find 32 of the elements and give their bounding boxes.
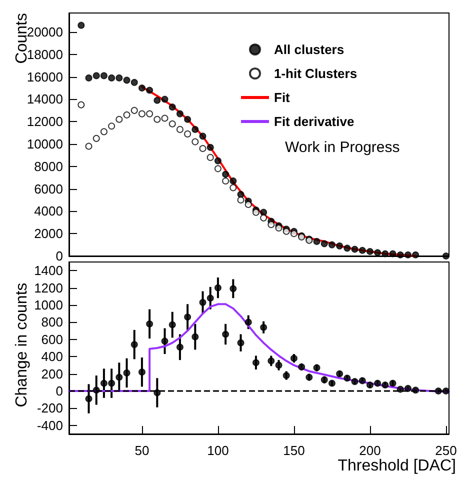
y-tick-label: 1400: [34, 263, 63, 278]
y-tick-label: 800: [41, 314, 63, 330]
x-tick-label: 100: [207, 443, 229, 458]
x-tick-label: 150: [283, 443, 305, 458]
legend-label: All clusters: [274, 42, 344, 57]
y-tick-label: 600: [41, 332, 63, 347]
y-tick-label: 200: [41, 366, 63, 382]
annotation: Work in Progress: [285, 139, 400, 156]
y-tick-label: 12000: [26, 114, 63, 130]
y-tick-label: 0: [56, 384, 63, 398]
y-tick-label: -200: [36, 400, 63, 416]
y-tick-label: 10000: [26, 136, 63, 152]
y-tick-label: 16000: [26, 69, 63, 84]
y-tick-label: 400: [41, 349, 63, 364]
y-tick-label: 6000: [34, 181, 63, 196]
y-tick-label: 4000: [34, 204, 63, 219]
y-tick-label: -400: [36, 418, 63, 433]
y-tick-label: 1000: [34, 298, 63, 312]
y-axis-title: Change in counts: [14, 282, 30, 408]
y-tick-label: 8000: [34, 158, 63, 174]
legend-label: 1-hit Clusters: [274, 66, 358, 81]
legend-label: Fit: [274, 90, 291, 105]
y-tick-label: 2000: [34, 226, 63, 242]
x-tick-label: 50: [134, 443, 150, 458]
x-tick-label: 200: [359, 443, 381, 458]
y-tick-label: 1200: [34, 280, 63, 296]
y-tick-label: 14000: [26, 92, 63, 107]
legend-label: Fit derivative: [274, 114, 354, 129]
x-axis-title: Threshold [DAC]: [338, 458, 456, 474]
y-tick-label: 20000: [26, 24, 63, 40]
x-tick-label: 250: [435, 443, 457, 458]
y-tick-label: 0: [56, 248, 63, 264]
